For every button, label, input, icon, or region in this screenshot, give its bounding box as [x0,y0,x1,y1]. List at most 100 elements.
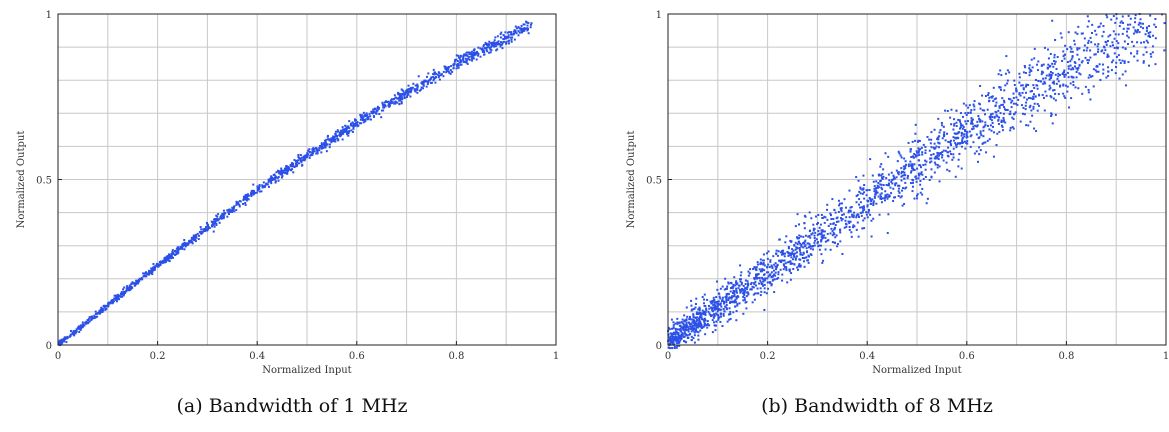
scatter-point [1146,41,1149,44]
scatter-point [830,218,833,221]
scatter-point [1029,90,1032,93]
scatter-point [1151,51,1154,54]
scatter-point [265,183,268,186]
scatter-point [877,181,880,184]
scatter-point [915,177,918,180]
scatter-point [979,120,982,123]
scatter-point [877,186,880,189]
scatter-point [739,274,742,277]
scatter-point [1110,61,1113,64]
scatter-point [1072,68,1075,71]
scatter-point [869,198,872,201]
scatter-point [222,213,225,216]
scatter-point [798,258,801,261]
scatter-point [206,223,209,226]
scatter-point [412,82,415,85]
scatter-point [1016,103,1019,106]
scatter-point [1154,63,1157,66]
scatter-point [1062,50,1065,53]
scatter-point [1102,68,1105,71]
scatter-point [988,96,991,99]
scatter-point [462,59,465,62]
scatter-point [477,46,480,49]
scatter-point [810,233,813,236]
scatter-point [1094,53,1097,56]
scatter-point [129,287,132,290]
scatter-point [324,146,327,149]
scatter-point [675,346,678,349]
scatter-point [670,335,673,338]
scatter-point [396,91,399,94]
scatter-point [936,156,939,159]
scatter-point [1044,90,1047,93]
scatter-point [1142,53,1145,56]
scatter-point [1053,53,1056,56]
scatter-point [941,154,944,157]
scatter-point [399,96,402,99]
scatter-point [86,319,89,322]
scatter-point [930,131,933,134]
scatter-point [672,339,675,342]
scatter-point [238,200,241,203]
scatter-point [794,241,797,244]
scatter-point [1090,41,1093,44]
scatter-point [1052,89,1055,92]
scatter-point [796,266,799,269]
scatter-point [970,120,973,123]
scatter-point [1025,101,1028,104]
scatter-point [1081,60,1084,63]
scatter-point [455,54,458,57]
scatter-point [691,321,694,324]
scatter-point [903,177,906,180]
scatter-point [810,253,813,256]
scatter-point [1022,71,1025,74]
scatter-point [799,251,802,254]
scatter-point [924,163,927,166]
scatter-point [1012,96,1015,99]
scatter-point [1054,60,1057,63]
scatter-point [689,333,692,336]
scatter-point [1070,75,1073,78]
scatter-point [477,54,480,57]
scatter-point [981,94,984,97]
scatter-point [954,136,957,139]
scatter-point [952,139,955,142]
scatter-point [294,165,297,168]
scatter-point [220,217,223,220]
scatter-point [1008,71,1011,74]
scatter-point [288,167,291,170]
scatter-point [686,334,689,337]
scatter-point [1115,65,1118,68]
scatter-point [897,173,900,176]
scatter-point [837,220,840,223]
scatter-point [994,105,997,108]
scatter-point [753,278,756,281]
scatter-point [137,278,140,281]
scatter-point [760,262,763,265]
scatter-point [897,194,900,197]
scatter-point [1071,56,1074,59]
scatter-point [364,114,367,117]
scatter-point [1036,103,1039,106]
scatter-point [940,121,943,124]
scatter-point [959,126,962,129]
scatter-point [859,206,862,209]
scatter-point [967,106,970,109]
scatter-point [937,117,940,120]
scatter-point [463,53,466,56]
scatter-point [423,79,426,82]
scatter-point [782,268,785,271]
scatter-point [345,126,348,129]
scatter-point [514,29,517,32]
scatter-point [1052,97,1055,100]
scatter-point [78,326,81,329]
scatter-point [211,225,214,228]
scatter-point [1050,113,1053,116]
scatter-point [817,221,820,224]
scatter-point [300,160,303,163]
scatter-point [1033,57,1036,60]
scatter-point [106,304,109,307]
scatter-point [753,277,756,280]
scatter-point [863,184,866,187]
scatter-point [1015,88,1018,91]
